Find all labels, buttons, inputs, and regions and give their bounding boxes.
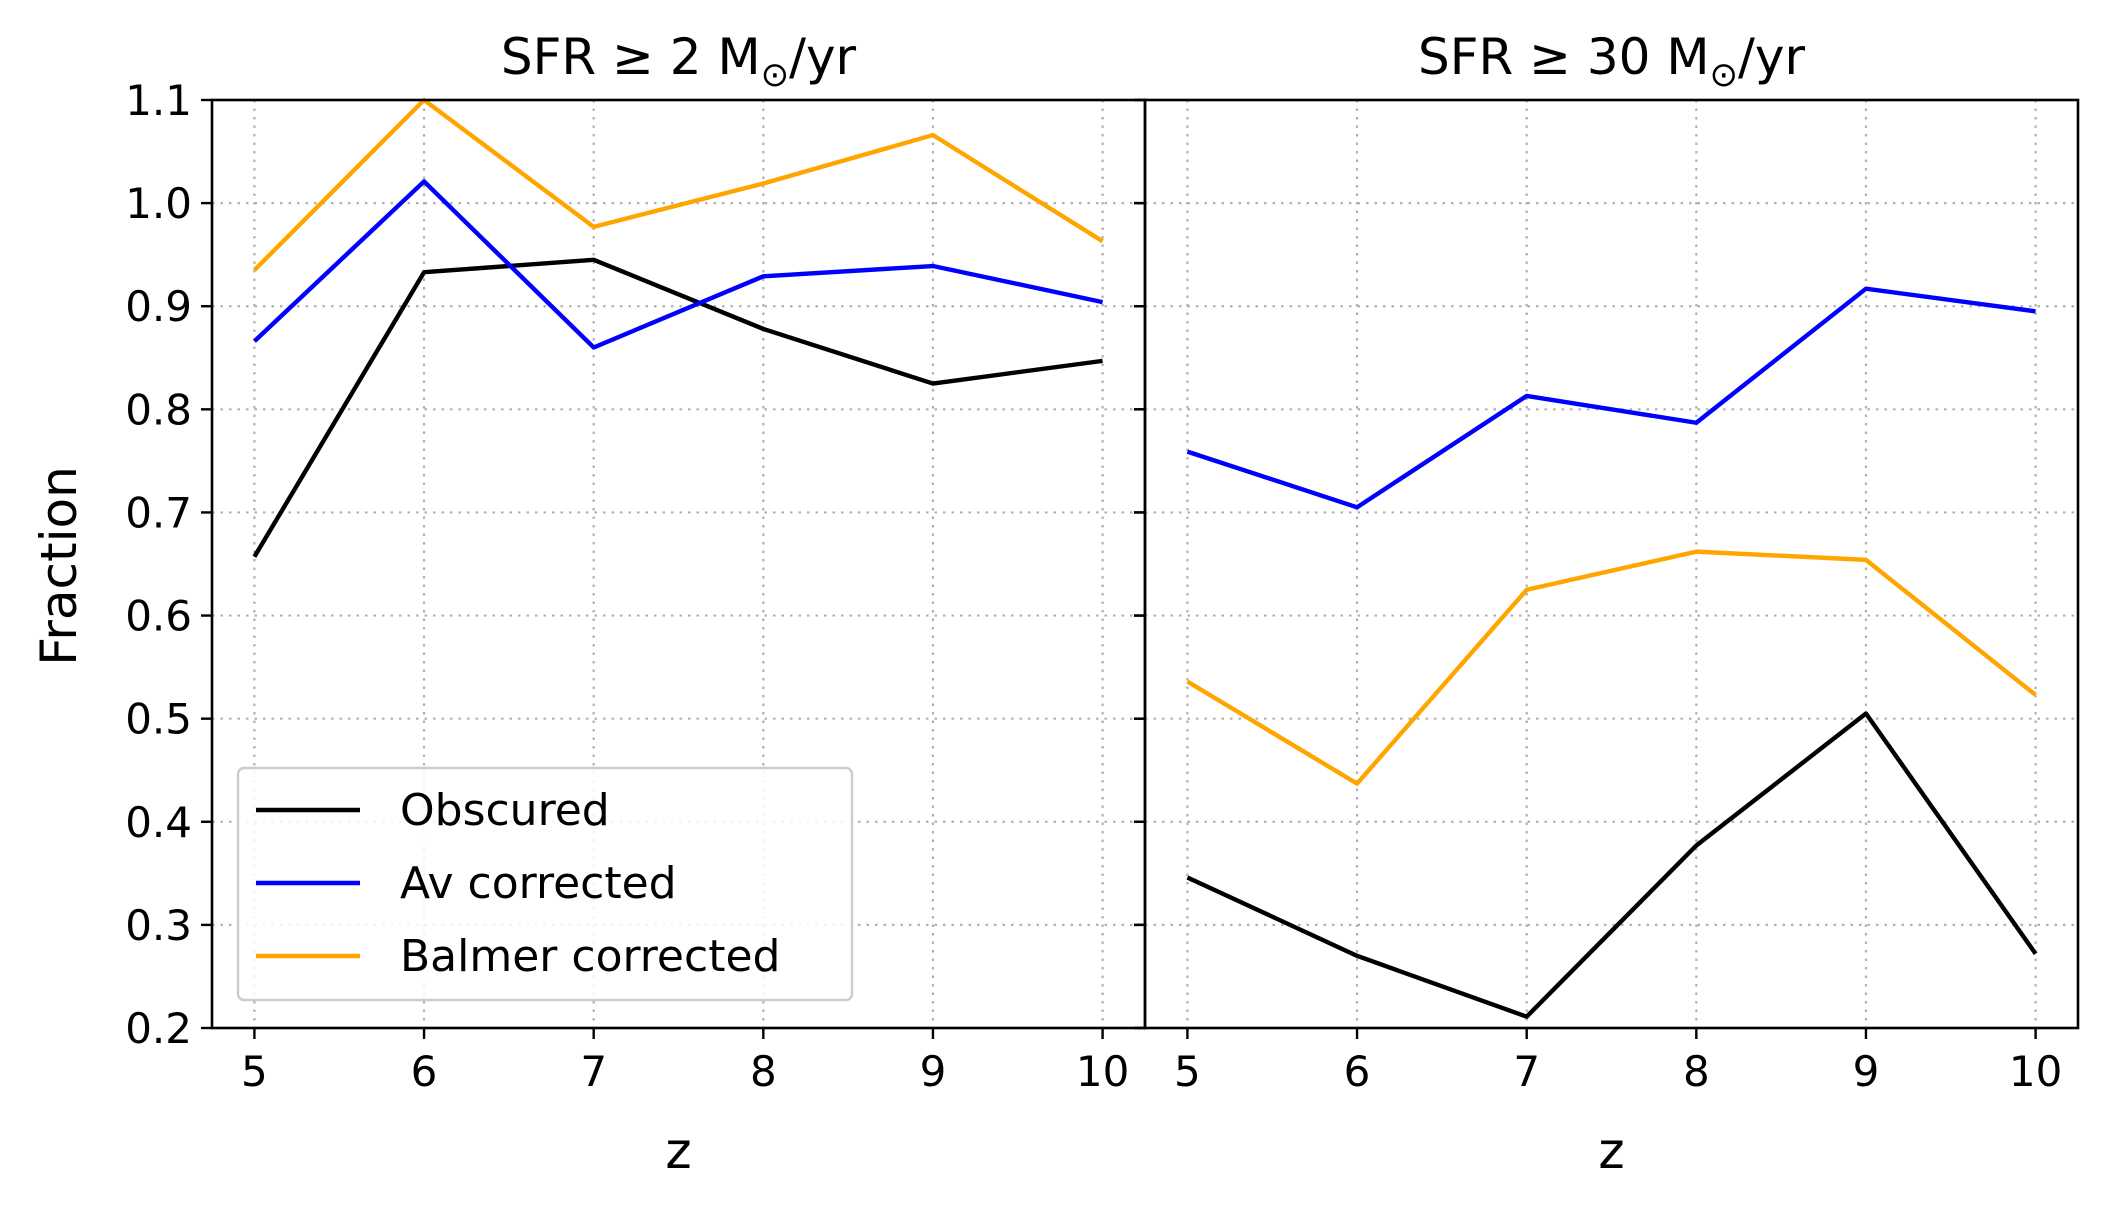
right-panel-grid (1145, 98, 2078, 1030)
left-panel-xtick-label: 7 (580, 1047, 607, 1096)
left-panel-xtick-label: 9 (920, 1047, 947, 1096)
right-panel: 5 6 7 8 9 10 SFR ≥ 30 M⊙/yr z (1134, 28, 2080, 1180)
left-panel-series-obscured (252, 257, 1103, 558)
right-panel-xtick-label: 6 (1344, 1047, 1371, 1096)
legend: Obscured Av corrected Balmer corrected (236, 766, 854, 1002)
left-panel-ticks: 5 6 7 8 9 10 0.2 0.3 0.4 0.5 0.6 0.7 0.8 0.9 1.0 1.1 (125, 76, 1129, 1096)
left-panel: 5 6 7 8 9 10 0.2 0.3 0.4 0.5 0.6 0.7 0.8 0.9 1.0 1.1 SF… (125, 28, 1147, 1180)
y-axis-label: Fraction (30, 466, 88, 666)
right-panel-series (1186, 286, 2038, 1019)
left-panel-ytick-label: 1.0 (125, 179, 192, 228)
right-panel-series-balmer-corrected (1186, 549, 2037, 786)
legend-label-balmer-corrected: Balmer corrected (400, 931, 780, 982)
right-panel-frame (1143, 98, 2080, 1030)
left-panel-series-av-corrected (252, 179, 1104, 350)
right-panel-xtick-label: 8 (1683, 1047, 1710, 1096)
left-panel-xlabel: z (665, 1122, 691, 1180)
left-panel-ytick-label: 0.5 (125, 695, 192, 744)
legend-label-obscured: Obscured (400, 785, 610, 836)
right-panel-xlabel: z (1598, 1122, 1624, 1180)
left-panel-xtick-label: 5 (241, 1047, 268, 1096)
legend-box (236, 766, 854, 1002)
left-panel-series-balmer-corrected (252, 97, 1104, 272)
right-panel-series-av-corrected (1186, 286, 2036, 510)
left-panel-ytick-label: 0.8 (125, 385, 192, 434)
legend-label-av-corrected: Av corrected (400, 858, 677, 909)
left-panel-ytick-label: 0.9 (125, 282, 192, 331)
left-panel-xtick-label: 8 (750, 1047, 777, 1096)
left-panel-ytick-label: 1.1 (125, 76, 192, 125)
left-panel-ytick-label: 0.2 (125, 1004, 192, 1053)
right-panel-title: SFR ≥ 30 M⊙/yr (1418, 28, 1806, 95)
right-panel-xtick-label: 9 (1853, 1047, 1880, 1096)
left-panel-xtick-label: 10 (1076, 1047, 1129, 1096)
right-panel-xtick-label: 5 (1174, 1047, 1201, 1096)
left-panel-xtick-label: 6 (411, 1047, 438, 1096)
left-panel-ytick-label: 0.7 (125, 488, 192, 537)
left-panel-ytick-label: 0.4 (125, 798, 192, 847)
right-panel-xtick-label: 7 (1513, 1047, 1540, 1096)
right-panel-series-obscured (1186, 711, 2038, 1019)
left-panel-ytick-label: 0.6 (125, 592, 192, 641)
left-panel-ytick-label: 0.3 (125, 901, 192, 950)
left-panel-series (252, 97, 1104, 558)
left-panel-title: SFR ≥ 2 M⊙/yr (501, 28, 857, 95)
right-panel-ticks: 5 6 7 8 9 10 (1134, 98, 2062, 1096)
right-panel-xtick-label: 10 (2009, 1047, 2062, 1096)
